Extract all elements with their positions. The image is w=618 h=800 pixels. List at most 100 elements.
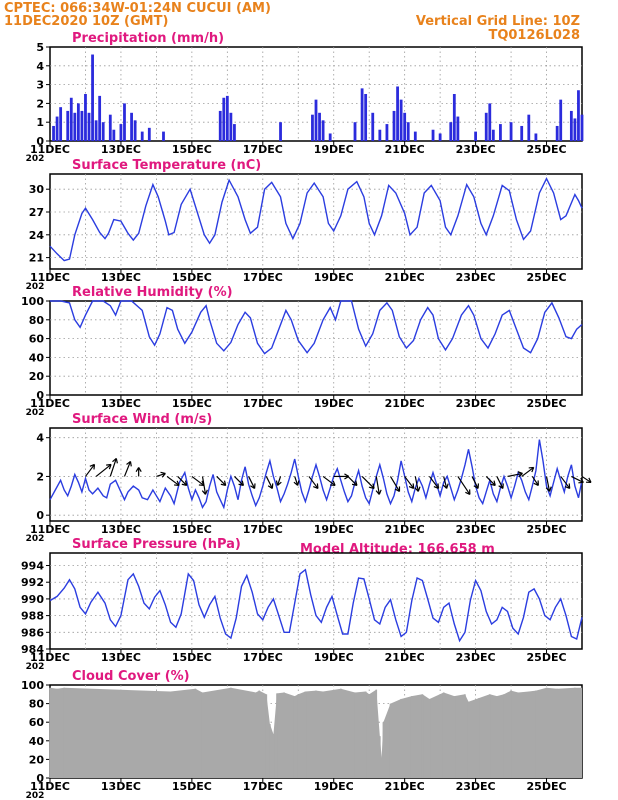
cloud-cover-bar — [379, 736, 381, 778]
x-tick-label: 13DEC — [101, 143, 141, 156]
cloud-cover-bar — [63, 687, 65, 778]
cloud-cover-bar — [488, 694, 491, 778]
wind-arrow-head — [293, 480, 300, 486]
y-tick-label: 994 — [21, 560, 44, 573]
wind-arrow — [581, 475, 592, 483]
y-tick-label: 2 — [36, 97, 44, 110]
wind-arrow-head — [433, 483, 440, 489]
precip-bar — [225, 95, 229, 141]
precip-bar — [52, 125, 55, 141]
wind-arrow-head — [545, 486, 552, 492]
x-tick-label: 13DEC — [101, 651, 141, 664]
y-tick-label: 80 — [29, 314, 45, 327]
precip-bar — [80, 110, 84, 141]
precip-bar — [147, 127, 151, 141]
precip-bar — [119, 124, 123, 141]
precip-bar — [396, 86, 399, 141]
wind-arrow — [571, 475, 584, 483]
pressure-title: Surface Pressure (hPa) — [72, 537, 241, 552]
y-tick-label: 986 — [21, 626, 44, 639]
precip-bar — [403, 112, 407, 141]
wind-arrow-head — [490, 480, 496, 487]
wind-arrow-head — [375, 489, 382, 495]
cloud-cover-bar — [340, 688, 342, 778]
precip-bar — [94, 120, 98, 141]
x-tick-label: 19DEC — [314, 271, 354, 284]
precip-bar — [413, 131, 417, 141]
x-tick-label: 19DEC — [314, 143, 354, 156]
wind-arrow-head — [160, 471, 166, 478]
x-tick-label: 25DEC — [527, 523, 567, 536]
y-tick-label: 0 — [36, 509, 44, 522]
precip-bar — [456, 116, 460, 141]
cloud-cover-bar — [478, 698, 480, 778]
y-tick-label: 100 — [21, 295, 44, 308]
x-tick-label: 13DEC — [101, 271, 141, 284]
cloud-cover-bar — [169, 691, 172, 778]
wind-arrow-head — [394, 486, 401, 492]
y-tick-label: 990 — [21, 593, 44, 606]
precip-bar — [488, 103, 492, 141]
precip-bar — [449, 122, 453, 141]
precip-bar — [98, 95, 102, 141]
precip-bar — [484, 112, 488, 141]
y-tick-label: 24 — [29, 229, 45, 242]
wind-arrow — [485, 476, 496, 486]
precip-bar — [55, 116, 59, 141]
precip-bar — [321, 120, 325, 141]
x-tick-label: 25DEC — [527, 651, 567, 664]
pressure-frame — [49, 552, 583, 650]
wind-arrow-head — [106, 463, 112, 470]
wind-arrow — [109, 458, 117, 477]
header-grid-line: Vertical Grid Line: 10Z — [416, 14, 580, 29]
wind-arrow — [443, 476, 448, 489]
cloud-cover-bar — [194, 688, 197, 778]
precip-bar — [491, 129, 495, 141]
header-location: CPTEC: 066:34W-01:24N CUCUI (AM) — [4, 1, 271, 16]
x-tick-label: 11DEC — [30, 143, 70, 156]
wind-arrow-head — [351, 480, 358, 487]
precip-bar — [559, 99, 563, 141]
model-altitude: Model Altitude: 166.658 m — [300, 542, 495, 557]
x-tick-label: 21DEC — [385, 780, 425, 793]
wind-arrow — [177, 476, 188, 486]
wind-arrow — [265, 476, 273, 489]
wind-frame — [49, 427, 583, 522]
y-tick-label: 4 — [36, 60, 44, 73]
wind-arrow — [375, 476, 380, 495]
x-tick-label: 21DEC — [385, 651, 425, 664]
wind-arrow — [560, 476, 571, 489]
x-tick-label: 23DEC — [456, 143, 496, 156]
cloud-cover-bar — [354, 692, 356, 778]
x-tick-label: 13DEC — [101, 780, 141, 793]
x-tick-label: 19DEC — [314, 651, 354, 664]
wind-arrow — [123, 461, 132, 477]
cloud-title: Cloud Cover (%) — [72, 669, 190, 684]
y-tick-label: 988 — [21, 610, 44, 623]
precip-bar — [360, 88, 364, 141]
y-tick-label: 20 — [29, 753, 45, 766]
cloud-cover-bar — [269, 724, 271, 778]
precip-bar — [101, 122, 105, 141]
cloud-panel: 0 20 40 60 80 100 11DEC 13DEC 15DEC 17DEC 19DEC 21D… — [21, 669, 583, 800]
wind-arrow — [166, 475, 180, 486]
precip-bar — [108, 114, 112, 141]
cloud-cover-bar — [464, 694, 466, 778]
wind-arrow — [322, 475, 336, 486]
temperature-series-line — [49, 177, 583, 262]
header-model-id: TQ0126L028 — [488, 28, 580, 43]
x-tick-label: 17DEC — [243, 397, 283, 410]
x-tick-label: 17DEC — [243, 271, 283, 284]
x-tick-label: 15DEC — [172, 523, 212, 536]
cloud-cover-bar — [276, 693, 278, 778]
precip-bar — [279, 122, 282, 141]
cloud-cover-bar — [304, 691, 307, 778]
x-tick-label: 17DEC — [243, 780, 283, 793]
wind-arrow — [201, 476, 207, 495]
wind-arrow — [361, 476, 375, 489]
wind-arrow — [429, 476, 439, 489]
precip-bar — [499, 124, 502, 141]
x-tick-label: 13DEC — [101, 523, 141, 536]
x-tick-label: 21DEC — [385, 523, 425, 536]
precip-bar — [555, 125, 559, 141]
